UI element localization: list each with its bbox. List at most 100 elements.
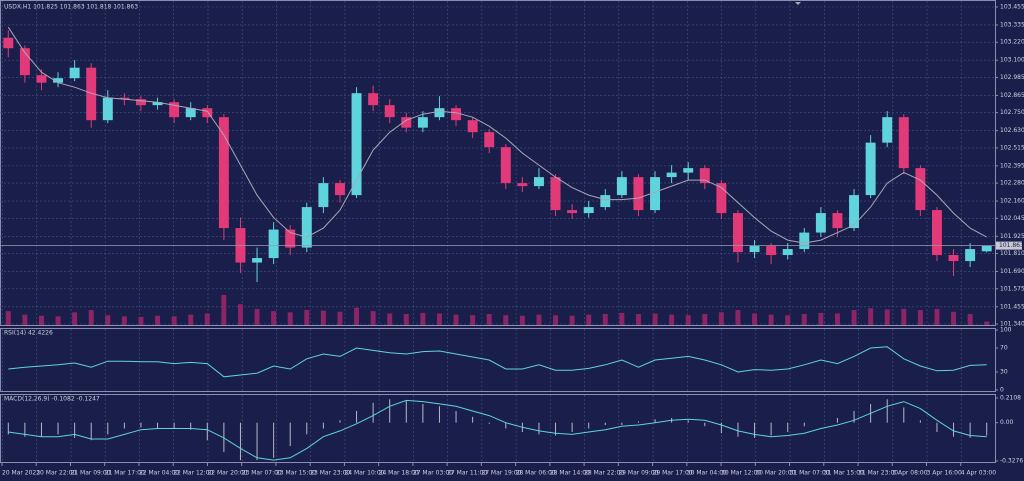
candle-body (616, 177, 627, 196)
candle-body (500, 147, 511, 184)
main-panel-frame (0, 0, 996, 326)
x-tick-label: 21 Mar 17:00 (105, 470, 145, 477)
y-tick-label: 101.340 (1000, 321, 1024, 328)
x-tick-label: 28 Mar 14:00 (550, 470, 590, 477)
x-tick-label: 23 Mar 07:00 (242, 470, 282, 477)
candle-body (749, 246, 760, 253)
y-tick-label: 102.515 (1000, 144, 1024, 151)
x-tick-label: 30 Mar 20:00 (755, 470, 795, 477)
candle-body (351, 93, 362, 196)
macd-label: MACD(12,26,9) -0.1082 -0.1247 (4, 396, 100, 403)
x-tick-label: 27 Mar 11:00 (447, 470, 487, 477)
candle-body (102, 97, 113, 121)
candle-body (334, 183, 345, 196)
candle-body (268, 229, 279, 259)
x-tick-label: 28 Mar 06:00 (516, 470, 556, 477)
candle-body (716, 183, 727, 214)
candle-body (948, 255, 959, 262)
candle-body (467, 120, 478, 133)
candle-body (484, 132, 495, 148)
candle-body (633, 177, 644, 211)
candle-body (965, 249, 976, 262)
candle-body (782, 249, 793, 256)
x-tick-label: 30 Mar 04:00 (687, 470, 727, 477)
x-tick-label: 28 Mar 22:00 (584, 470, 624, 477)
y-tick-label: 102.160 (1000, 198, 1024, 205)
candle-body (19, 48, 30, 76)
current-price-label: 101.863 (999, 242, 1024, 249)
y-tick-label: 102.045 (1000, 215, 1024, 222)
candle-body (53, 78, 64, 83)
candle-body (318, 183, 329, 208)
y-tick-label: 70 (1000, 345, 1008, 352)
y-tick-label: 101.575 (1000, 285, 1024, 292)
candle-body (600, 195, 611, 208)
x-tick-label: 22 Mar 20:00 (207, 470, 247, 477)
y-tick-label: 0.00 (1000, 419, 1014, 426)
y-tick-label: 102.280 (1000, 180, 1024, 187)
candle-body (185, 108, 196, 118)
x-tick-label: 27 Mar 03:00 (413, 470, 453, 477)
y-tick-label: 101.690 (1000, 268, 1024, 275)
y-tick-label: 0 (1000, 387, 1004, 394)
y-tick-label: 103.335 (1000, 21, 1024, 28)
candle-body (583, 207, 594, 214)
y-tick-label: 101.455 (1000, 303, 1024, 310)
candle-body (36, 75, 47, 83)
rsi-label: RSI(14) 42.4226 (4, 330, 53, 337)
candle-body (417, 117, 428, 128)
moving-average-line (7, 26, 987, 244)
candle-body (898, 117, 909, 169)
x-tick-label: 20 Mar 22:00 (36, 470, 76, 477)
x-tick-label: 20 Mar 2023 (2, 470, 40, 477)
candle-body (915, 168, 926, 211)
y-tick-label: 102.750 (1000, 109, 1024, 116)
x-tick-label: 21 Mar 09:00 (70, 470, 110, 477)
x-tick-label: 3 Apr 08:00 (892, 470, 927, 477)
candle-body (252, 258, 263, 263)
y-tick-label: 102.395 (1000, 162, 1024, 169)
candle-body (882, 117, 893, 143)
candle-body (766, 246, 777, 256)
candle-body (981, 245, 992, 252)
candle-body (301, 207, 312, 248)
x-tick-label: 3 Apr 16:00 (927, 470, 962, 477)
candle-body (86, 67, 97, 121)
candle-body (699, 168, 710, 184)
candle-body (732, 213, 743, 253)
candle-body (931, 210, 942, 256)
candle-body (567, 210, 578, 214)
candle-body (218, 117, 229, 229)
candle-body (135, 99, 146, 106)
candle-body (533, 177, 544, 187)
x-tick-label: 31 Mar 15:00 (824, 470, 864, 477)
candle-body (169, 102, 180, 118)
x-tick-label: 22 Mar 12:00 (173, 470, 213, 477)
x-tick-label: 24 Mar 10:00 (344, 470, 384, 477)
y-tick-label: 101.925 (1000, 233, 1024, 240)
y-tick-label: 101.810 (1000, 250, 1024, 257)
candle-body (799, 232, 810, 250)
rsi-line (8, 346, 987, 378)
candle-body (865, 142, 876, 196)
y-tick-label: 103.455 (1000, 4, 1024, 11)
candle-body (285, 229, 296, 248)
candle-body (666, 172, 677, 178)
x-tick-label: 4 Apr 03:00 (961, 470, 996, 477)
y-tick-label: 102.985 (1000, 74, 1024, 81)
y-tick-label: 100 (1000, 327, 1012, 334)
y-tick-label: 102.630 (1000, 127, 1024, 134)
x-tick-label: 31 Mar 07:00 (790, 470, 830, 477)
candle-body (368, 93, 379, 106)
x-tick-label: 22 Mar 04:00 (139, 470, 179, 477)
candle-body (434, 108, 445, 118)
x-tick-label: 31 Mar 23:00 (858, 470, 898, 477)
y-tick-label: 0.2108 (1000, 395, 1021, 402)
shift-marker (795, 2, 801, 5)
candle-body (152, 102, 163, 106)
candle-body (384, 105, 395, 118)
y-tick-label: 103.220 (1000, 39, 1024, 46)
x-tick-label: 24 Mar 18:00 (379, 470, 419, 477)
candle-body (683, 168, 694, 173)
